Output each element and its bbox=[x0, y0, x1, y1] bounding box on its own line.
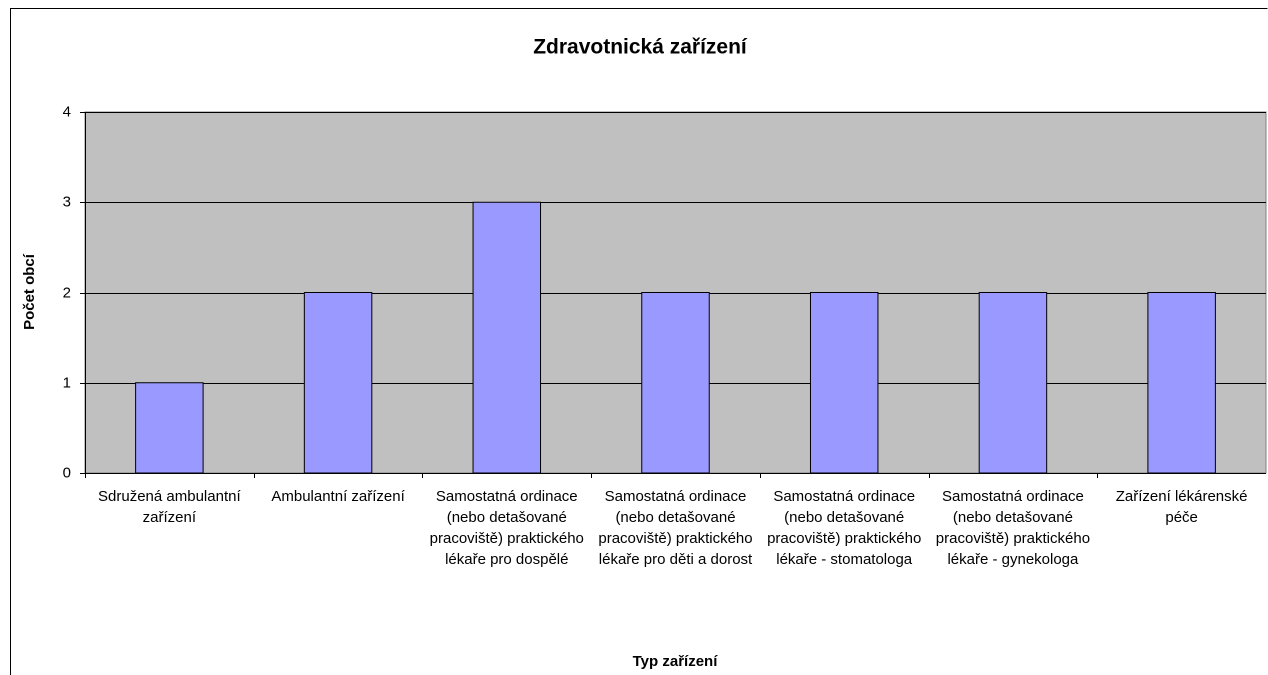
x-tick-label: Ambulantní zařízení bbox=[271, 488, 405, 505]
y-tick-label: 0 bbox=[63, 464, 71, 481]
y-tick-label: 1 bbox=[63, 374, 71, 391]
y-tick-label: 4 bbox=[63, 103, 71, 120]
y-tick-label: 2 bbox=[63, 284, 71, 301]
x-axis-label: Typ zařízení bbox=[633, 653, 719, 670]
y-axis-label: Počet obcí bbox=[21, 253, 38, 330]
x-tick-label: Zařízení lékárenské péče bbox=[1115, 488, 1248, 526]
x-tick-label: Samostatná ordinace (nebo detašované pra… bbox=[429, 488, 584, 568]
bar bbox=[303, 292, 373, 474]
bar bbox=[641, 292, 710, 474]
x-tick-label: Samostatná ordinace (nebo detašované pra… bbox=[935, 488, 1091, 568]
x-tick-label: Samostatná ordinace (nebo detašované pra… bbox=[598, 488, 753, 568]
bar bbox=[978, 292, 1048, 474]
bar bbox=[135, 382, 204, 474]
bar bbox=[809, 292, 879, 474]
bar bbox=[472, 201, 542, 474]
x-tick-label: Sdružená ambulantní zařízení bbox=[98, 488, 241, 526]
y-tick-label: 3 bbox=[63, 193, 71, 210]
bar bbox=[1147, 292, 1216, 474]
x-tick-label: Samostatná ordinace (nebo detašované pra… bbox=[767, 488, 922, 568]
chart-border bbox=[10, 8, 1268, 675]
chart-title: Zdravotnická zařízení bbox=[533, 36, 748, 59]
